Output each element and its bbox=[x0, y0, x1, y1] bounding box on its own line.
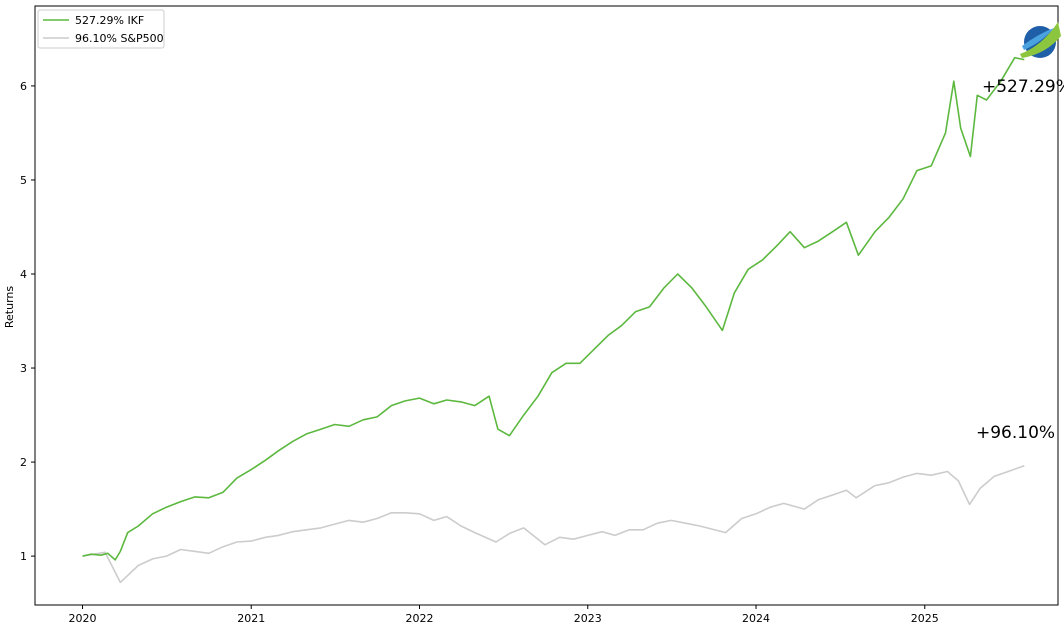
y-axis-label: Returns bbox=[3, 286, 16, 329]
y-tick-label: 3 bbox=[20, 362, 27, 375]
x-tick-label: 2025 bbox=[911, 612, 939, 625]
x-tick-label: 2020 bbox=[68, 612, 96, 625]
legend: 527.29% IKF 96.10% S&P500 bbox=[37, 9, 165, 49]
annotation-ikf-return: +527.29% bbox=[982, 77, 1064, 97]
series-layer bbox=[82, 56, 1025, 584]
x-axis: 2020 2021 2022 2023 2024 2025 bbox=[68, 605, 939, 625]
plot-area bbox=[34, 5, 1059, 606]
y-tick-label: 6 bbox=[20, 80, 27, 93]
x-tick-label: 2021 bbox=[237, 612, 265, 625]
series-line-ikf bbox=[82, 56, 1025, 561]
annotation-sp500-return: +96.10% bbox=[976, 423, 1055, 443]
logo-swoosh-icon bbox=[1022, 28, 1054, 50]
legend-label-ikf: 527.29% IKF bbox=[75, 14, 144, 27]
x-tick-label: 2023 bbox=[574, 612, 602, 625]
series-line-sp500 bbox=[82, 464, 1025, 584]
y-tick-label: 1 bbox=[20, 550, 27, 563]
y-tick-label: 4 bbox=[20, 268, 27, 281]
x-tick-label: 2024 bbox=[742, 612, 770, 625]
logo-arrow-icon bbox=[1020, 22, 1061, 58]
x-tick-label: 2022 bbox=[405, 612, 433, 625]
legend-box bbox=[37, 9, 165, 49]
y-tick-label: 5 bbox=[20, 174, 27, 187]
y-tick-label: 2 bbox=[20, 456, 27, 469]
y-axis: 1 2 3 4 5 6 bbox=[20, 80, 35, 563]
brand-logo bbox=[1020, 22, 1061, 58]
legend-label-sp500: 96.10% S&P500 bbox=[75, 32, 164, 45]
